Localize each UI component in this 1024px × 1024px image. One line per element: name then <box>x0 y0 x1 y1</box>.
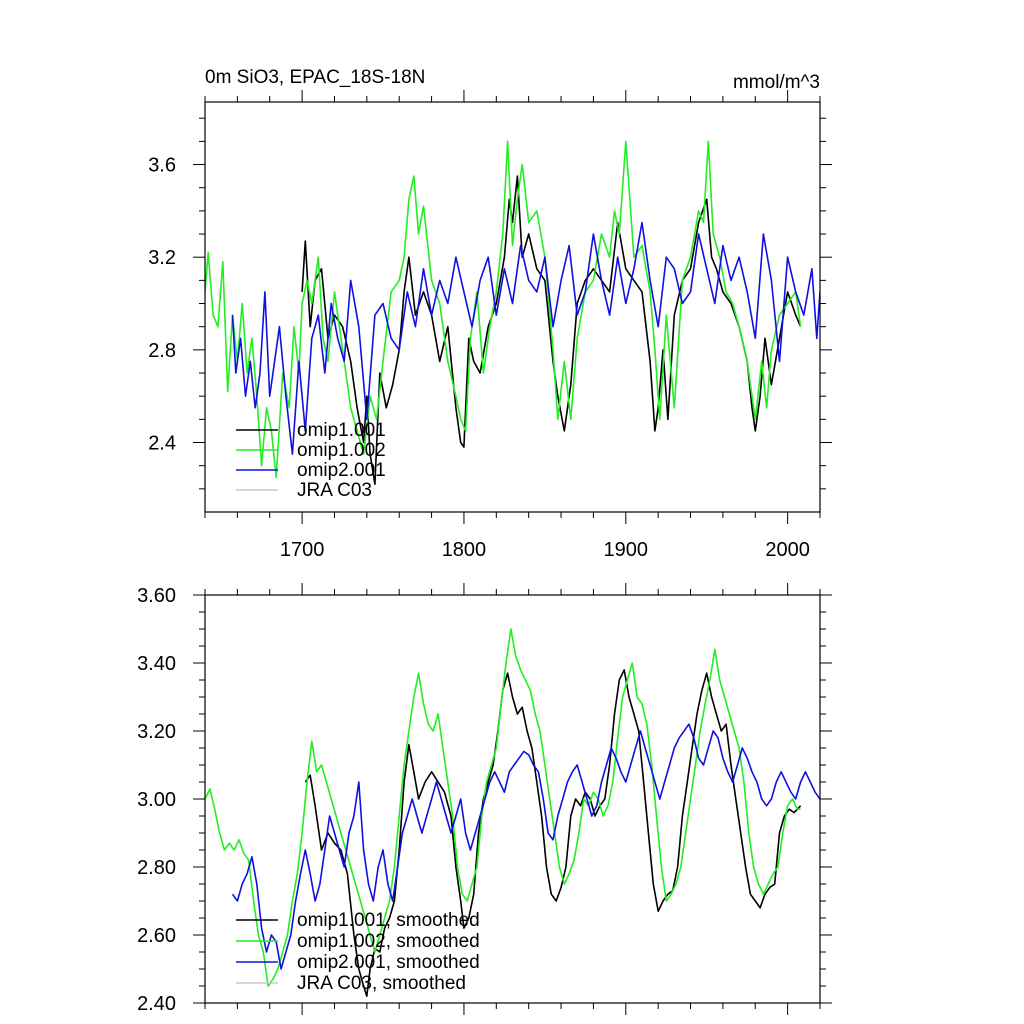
legend-label: omip2.001 <box>297 460 386 481</box>
y-tick-label: 3.2 <box>148 247 176 269</box>
series-group <box>205 140 820 486</box>
legend-label: JRA C03, smoothed <box>297 973 466 994</box>
y-tick-label: 2.8 <box>148 340 176 362</box>
x-tick-label: 1800 <box>442 539 487 561</box>
legend-label: omip2.001, smoothed <box>297 952 480 973</box>
legend-label: omip1.002, smoothed <box>297 931 480 952</box>
series-line-omip1-001-smoothed <box>304 668 802 998</box>
legend-label: omip1.002 <box>297 440 386 461</box>
top-panel: 1700 1800 1900 2000 2.4 2.8 3.2 3.6 0m SiO3, EPA… <box>148 67 832 561</box>
series-group <box>205 628 820 998</box>
y-tick-label: 3.00 <box>137 789 176 811</box>
chart-title: 0m SiO3, EPAC_18S-18N <box>205 67 425 88</box>
plot-frame <box>204 101 821 513</box>
legend-label: omip1.001, smoothed <box>297 910 480 931</box>
series-line-omip2-001 <box>231 221 820 455</box>
legend-label: omip1.001 <box>297 420 386 441</box>
y-tick-label: 3.20 <box>137 721 176 743</box>
x-tick-label: 2000 <box>765 539 810 561</box>
y-tick-label: 3.60 <box>137 585 176 607</box>
series-line-omip1-002-smoothed <box>205 628 801 987</box>
series-line-omip2-001-smoothed <box>231 723 820 970</box>
bottom-panel: 2.40 2.60 2.80 3.00 3.20 3.40 3.60 omip1.001, s… <box>137 583 832 1015</box>
x-tick-label: 1900 <box>604 539 649 561</box>
y-tick-label: 2.60 <box>137 925 176 947</box>
series-line-omip1-001 <box>301 175 802 486</box>
y-tick-label: 2.80 <box>137 857 176 879</box>
x-tick-label: 1700 <box>280 539 325 561</box>
units-label: mmol/m^3 <box>733 72 820 93</box>
y-tick-label: 3.40 <box>137 653 176 675</box>
y-tick-label: 2.40 <box>137 993 176 1015</box>
y-tick-label: 3.6 <box>148 155 176 177</box>
legend-label: JRA C03 <box>297 480 372 501</box>
y-tick-label: 2.4 <box>148 433 176 455</box>
